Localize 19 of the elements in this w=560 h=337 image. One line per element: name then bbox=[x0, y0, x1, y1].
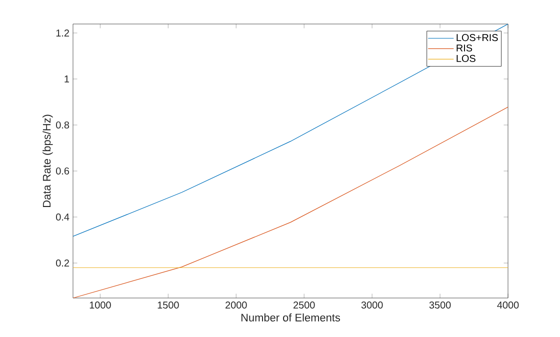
legend-label: RIS bbox=[456, 44, 472, 52]
x-tick-label: 3500 bbox=[429, 302, 451, 309]
x-tick-label: 2000 bbox=[226, 302, 247, 309]
line-series bbox=[73, 106, 508, 298]
y-tick-label: 0.8 bbox=[56, 121, 70, 129]
y-tick-label: 1.2 bbox=[56, 29, 69, 36]
y-tick-label: 1 bbox=[64, 76, 69, 82]
x-tick-label: 1000 bbox=[90, 302, 111, 309]
x-tick-label: 3000 bbox=[361, 302, 383, 309]
y-tick-label: 0.4 bbox=[56, 213, 70, 221]
x-tick-label: 1500 bbox=[158, 302, 179, 309]
y-tick-label: 0.6 bbox=[56, 167, 70, 175]
legend-label: LOS bbox=[456, 54, 476, 62]
x-tick-label: 4000 bbox=[497, 302, 519, 309]
x-axis-title: Number of Elements bbox=[241, 313, 340, 322]
x-tick-label: 2500 bbox=[294, 302, 315, 309]
y-tick-label: 0.2 bbox=[56, 260, 69, 267]
legend-label: LOS+RIS bbox=[456, 34, 498, 42]
y-axis-title: Data Rate (bps/Hz) bbox=[42, 114, 53, 207]
